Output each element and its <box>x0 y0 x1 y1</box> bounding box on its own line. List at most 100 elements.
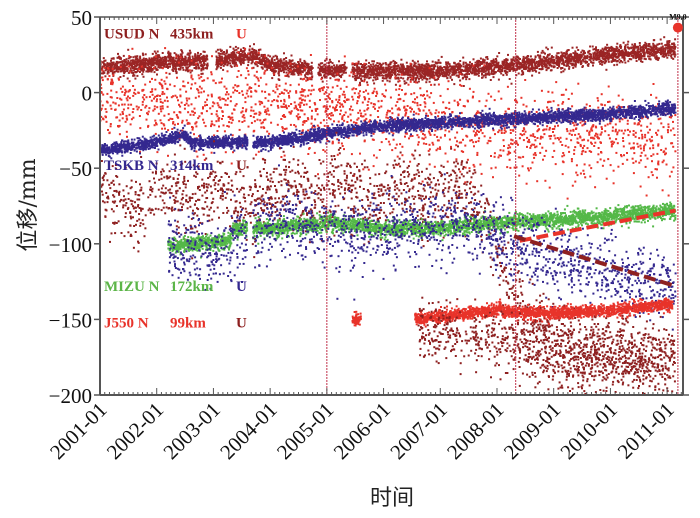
data-point <box>240 59 243 62</box>
data-point <box>567 49 570 51</box>
data-point <box>473 68 476 71</box>
data-point <box>535 67 538 69</box>
data-point <box>599 51 602 54</box>
data-point <box>422 142 425 145</box>
data-point <box>652 147 655 150</box>
data-point <box>489 79 492 81</box>
data-point <box>180 49 183 52</box>
data-point <box>670 56 673 59</box>
data-point <box>336 68 339 71</box>
data-point <box>539 57 542 60</box>
data-point <box>210 112 213 115</box>
data-point <box>470 139 473 142</box>
data-point <box>249 54 252 57</box>
data-point <box>366 104 369 106</box>
data-point <box>342 71 345 74</box>
data-point <box>654 56 657 59</box>
data-point <box>459 170 462 173</box>
data-point <box>624 45 626 48</box>
data-point <box>632 45 635 48</box>
data-point <box>602 50 605 53</box>
data-point <box>592 55 595 58</box>
data-point <box>464 166 467 169</box>
data-point <box>522 61 525 64</box>
data-point <box>124 67 127 70</box>
data-point <box>635 45 638 48</box>
data-point <box>186 68 189 71</box>
data-point <box>293 70 296 73</box>
data-point <box>402 69 404 72</box>
data-point <box>430 71 433 74</box>
data-point <box>606 50 609 53</box>
data-point <box>285 57 288 59</box>
data-point <box>109 123 112 125</box>
data-point <box>227 62 230 65</box>
data-point <box>492 76 495 79</box>
data-point <box>403 73 405 76</box>
data-point <box>116 56 119 59</box>
data-point <box>143 98 146 101</box>
data-point <box>317 66 320 69</box>
data-point <box>522 139 525 142</box>
data-point <box>147 70 150 73</box>
data-point <box>166 88 169 91</box>
data-point <box>173 67 176 70</box>
data-point <box>507 150 510 153</box>
data-point <box>568 132 571 135</box>
data-point <box>363 76 366 79</box>
data-point <box>447 62 450 65</box>
data-point <box>382 74 385 77</box>
data-point <box>581 139 584 142</box>
data-point <box>614 130 617 133</box>
data-point <box>307 66 310 69</box>
data-point <box>497 78 500 81</box>
data-point <box>168 62 171 65</box>
data-point <box>552 59 554 62</box>
data-point <box>627 60 630 63</box>
data-point <box>141 62 144 65</box>
data-point <box>471 62 473 65</box>
data-point <box>237 51 240 54</box>
data-point <box>592 59 595 62</box>
data-point <box>674 38 677 41</box>
data-point <box>221 52 224 55</box>
data-point <box>290 73 293 76</box>
data-point <box>389 72 392 74</box>
data-point <box>622 41 625 44</box>
data-point <box>185 62 188 65</box>
data-point <box>570 62 573 65</box>
data-point <box>605 48 608 51</box>
data-point <box>385 66 388 69</box>
data-point <box>335 64 338 67</box>
data-point <box>589 45 592 48</box>
data-point <box>600 126 603 129</box>
data-point <box>323 74 326 76</box>
data-point <box>339 67 342 70</box>
data-point <box>128 97 131 100</box>
data-point <box>423 101 426 104</box>
data-point <box>142 69 145 71</box>
data-point <box>159 105 162 108</box>
data-point <box>247 52 250 55</box>
data-point <box>375 68 378 71</box>
data-point <box>670 116 673 119</box>
data-point <box>158 54 161 57</box>
data-point <box>475 68 478 71</box>
data-point <box>226 91 228 94</box>
data-point <box>665 163 668 166</box>
data-point <box>118 119 121 122</box>
data-point <box>474 73 477 75</box>
data-point <box>133 66 136 68</box>
data-point <box>131 61 134 64</box>
data-point <box>143 94 146 96</box>
data-point <box>638 55 641 58</box>
data-point <box>279 61 282 64</box>
data-point <box>409 62 412 65</box>
data-point <box>648 128 651 131</box>
data-point <box>282 65 285 67</box>
data-point <box>331 86 334 89</box>
data-point <box>164 82 167 85</box>
data-point <box>453 67 456 70</box>
data-point <box>122 74 125 77</box>
data-point <box>522 58 525 60</box>
